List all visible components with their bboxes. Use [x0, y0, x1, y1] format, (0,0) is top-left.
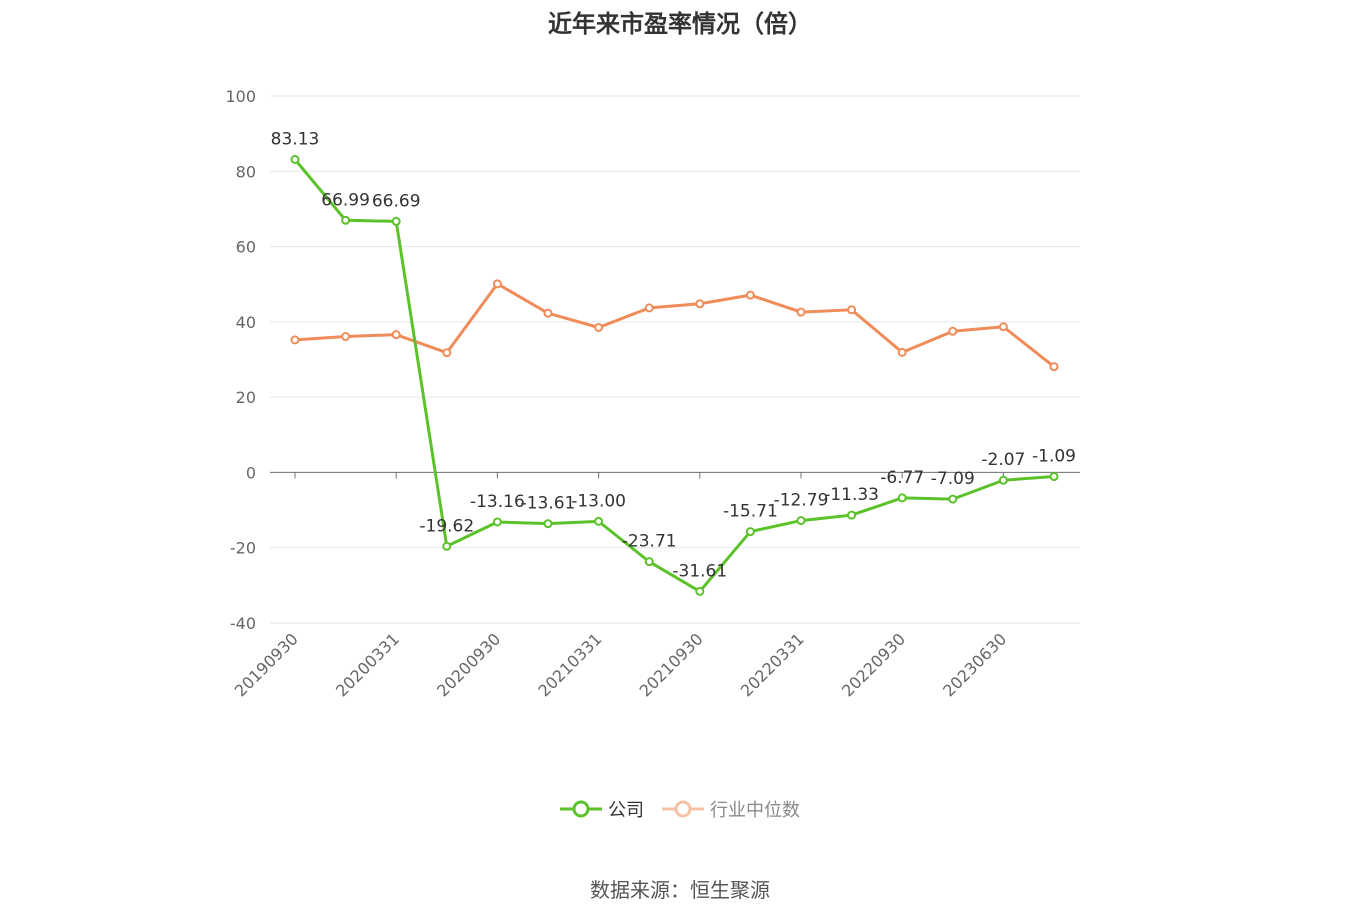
data-point — [290, 335, 300, 345]
data-point — [644, 557, 654, 567]
chart-title: 近年来市盈率情况（倍） — [548, 10, 812, 38]
data-point — [492, 279, 502, 289]
data-point — [290, 155, 300, 165]
legend-label: 公司 — [608, 800, 644, 821]
data-point — [745, 290, 755, 300]
data-point — [391, 330, 401, 340]
legend-swatch-icon — [560, 800, 602, 818]
source-note: 数据来源：恒生聚源 — [590, 878, 770, 902]
data-point — [1049, 362, 1059, 372]
legend: 公司 行业中位数 — [0, 796, 1360, 822]
series-line — [293, 158, 1055, 593]
data-point — [998, 475, 1008, 485]
x-tick-label: 20200930 — [433, 629, 504, 700]
data-point — [796, 516, 806, 526]
y-tick-label: 100 — [225, 87, 256, 106]
data-point — [948, 494, 958, 504]
data-label: 66.69 — [372, 191, 421, 211]
data-label: -19.62 — [419, 516, 474, 536]
data-label: -2.07 — [981, 450, 1025, 470]
y-tick-label: 0 — [246, 463, 256, 482]
data-label: 83.13 — [271, 130, 320, 150]
legend-item[interactable]: 公司 — [560, 796, 644, 822]
y-tick-label: 20 — [236, 388, 256, 407]
data-point — [594, 516, 604, 526]
series-line — [294, 282, 1055, 368]
x-tick-label: 20220331 — [737, 629, 808, 700]
data-label: 66.99 — [321, 190, 370, 210]
data-point — [594, 323, 604, 333]
data-point — [796, 307, 806, 317]
x-tick-label: 20190930 — [231, 629, 302, 700]
data-label: -6.77 — [880, 468, 924, 488]
data-label: -23.71 — [622, 532, 677, 552]
data-label: -15.71 — [723, 502, 778, 522]
x-tick-label: 20210930 — [636, 629, 707, 700]
data-point — [391, 216, 401, 226]
data-point — [897, 347, 907, 357]
data-point — [695, 586, 705, 596]
data-point — [948, 326, 958, 336]
y-tick-label: -20 — [230, 539, 256, 558]
data-label: -11.33 — [824, 485, 879, 505]
data-point — [644, 303, 654, 313]
data-point — [695, 299, 705, 309]
data-point — [442, 541, 452, 551]
data-point — [341, 332, 351, 342]
data-label: -31.61 — [672, 561, 727, 581]
x-tick-label: 20200331 — [332, 629, 403, 700]
data-label: -12.79 — [774, 491, 829, 511]
legend-swatch-icon — [662, 800, 704, 818]
data-label: -13.00 — [571, 491, 626, 511]
x-tick-label: 20230630 — [939, 629, 1010, 700]
data-point — [998, 322, 1008, 332]
y-tick-label: 80 — [236, 162, 256, 181]
data-point — [847, 305, 857, 315]
data-point — [492, 517, 502, 527]
data-point — [543, 519, 553, 529]
x-tick-label: 20220930 — [838, 629, 909, 700]
data-point — [847, 510, 857, 520]
data-point — [341, 215, 351, 225]
legend-item[interactable]: 行业中位数 — [662, 796, 800, 822]
data-label: -7.09 — [931, 469, 975, 489]
data-label: -13.16 — [470, 492, 525, 512]
y-tick-label: 60 — [236, 238, 256, 257]
data-label: -13.61 — [521, 494, 576, 514]
data-point — [543, 308, 553, 318]
x-tick-label: 20210331 — [534, 629, 605, 700]
data-point — [745, 527, 755, 537]
data-point — [897, 493, 907, 503]
y-tick-label: -40 — [230, 614, 256, 633]
legend-label: 行业中位数 — [710, 800, 800, 821]
data-label: -1.09 — [1032, 447, 1076, 467]
data-point — [442, 348, 452, 358]
y-tick-label: 40 — [236, 313, 256, 332]
data-point — [1049, 472, 1059, 482]
